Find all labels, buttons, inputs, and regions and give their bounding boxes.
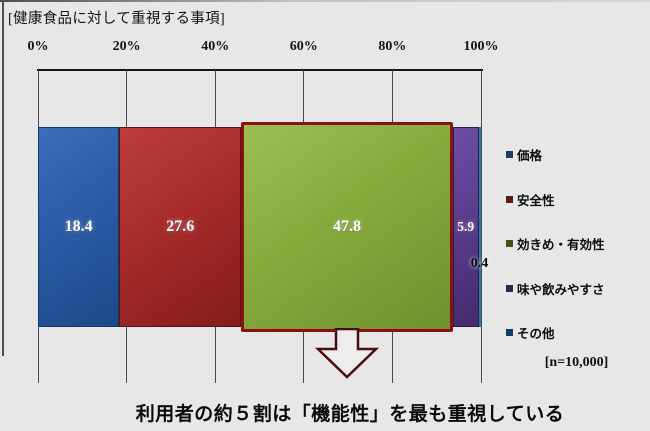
x-axis-tick-label: 40% bbox=[201, 39, 230, 54]
legend-label: 安全性 bbox=[517, 193, 555, 208]
image-top-border bbox=[0, 0, 650, 2]
segment-value-label: 47.8 bbox=[332, 218, 361, 235]
legend-swatch-icon bbox=[506, 195, 513, 203]
legend-label: 価格 bbox=[517, 149, 543, 163]
sample-size-label: [n=10,000] bbox=[544, 355, 609, 370]
chart-title: [健康食品に対して重視する事項] bbox=[8, 11, 226, 27]
segment-value-label: 0.4 bbox=[470, 256, 489, 271]
legend-swatch-icon bbox=[506, 284, 513, 292]
stacked-bar: 18.4 27.6 47.8 5.9 bbox=[38, 122, 482, 332]
annotation-text: 利用者の約５割は「機能性」を最も重視している bbox=[135, 404, 565, 425]
bar-segment-taste: 5.9 bbox=[452, 127, 479, 327]
gridline bbox=[480, 70, 482, 383]
legend-item-safety: 安全性 bbox=[506, 190, 605, 209]
x-axis-line bbox=[37, 69, 483, 71]
x-axis-tick-label: 60% bbox=[289, 39, 318, 54]
legend-item-taste: 味や飲みやすさ bbox=[506, 279, 605, 298]
legend-item-efficacy: 効きめ・有効性 bbox=[506, 234, 605, 253]
segment-value-label: 18.4 bbox=[64, 218, 93, 235]
bar-segment-safety: 27.6 bbox=[119, 127, 242, 327]
legend-swatch-icon bbox=[506, 240, 513, 247]
segment-value-label: 27.6 bbox=[166, 218, 195, 235]
legend-item-other: その他 bbox=[506, 323, 605, 342]
bar-segment-other bbox=[478, 127, 481, 327]
bar-segment-price: 18.4 bbox=[38, 127, 120, 327]
legend-item-price: 価格 bbox=[506, 145, 605, 164]
legend: 価格安全性効きめ・有効性 味や飲みやすさ その他 bbox=[506, 145, 605, 342]
legend-label: その他 bbox=[517, 327, 555, 341]
legend-swatch-icon bbox=[506, 151, 513, 158]
down-arrow-icon bbox=[314, 328, 380, 379]
x-axis-tick-label: 0% bbox=[27, 39, 49, 54]
image-left-border bbox=[2, 2, 4, 356]
bar-segment-efficacy: 47.8 bbox=[241, 122, 453, 332]
x-axis-tick-label: 80% bbox=[378, 39, 407, 54]
legend-swatch-icon bbox=[506, 329, 513, 336]
legend-label: 味や飲みやすさ bbox=[517, 282, 605, 297]
segment-value-label: 5.9 bbox=[457, 219, 475, 234]
x-axis-tick-label: 20% bbox=[112, 39, 141, 54]
x-axis-tick-label: 100% bbox=[463, 39, 499, 54]
legend-label: 効きめ・有効性 bbox=[517, 238, 605, 252]
